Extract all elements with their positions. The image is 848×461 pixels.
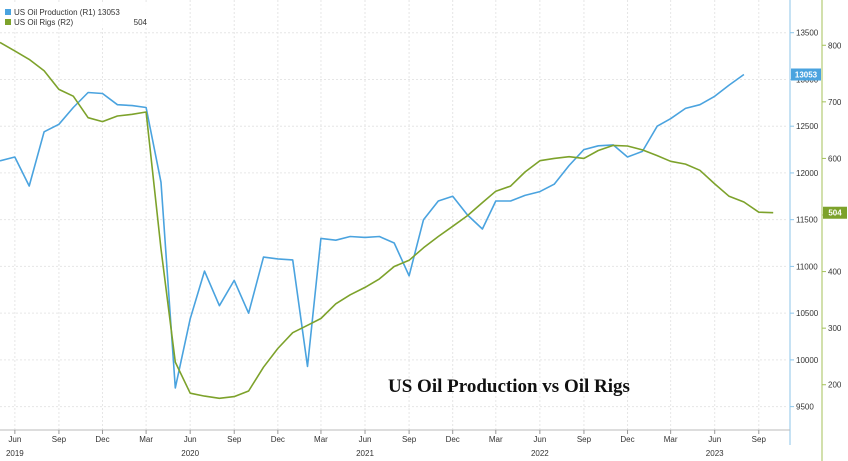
r1-tick-label-6: 12500 xyxy=(796,122,819,131)
x-axis-ticks: Jun Sep Dec Mar Jun Sep Dec Mar Jun Sep Dec Mar Jun S… xyxy=(6,430,766,458)
x-tick-label-7: Mar xyxy=(314,435,328,444)
last-value-badge-production xyxy=(791,68,821,81)
x-tick-label-6: Dec xyxy=(271,435,285,444)
plot-area-background xyxy=(0,0,788,430)
x-tick-label-9: Sep xyxy=(402,435,417,444)
legend: US Oil Production (R1) 13053 US Oil Rigs… xyxy=(2,4,150,28)
x-tick-label-17: Sep xyxy=(752,435,767,444)
series-line-rigs xyxy=(0,41,774,400)
x-year-label-1: 2020 xyxy=(181,449,199,458)
series-layer xyxy=(0,41,774,400)
x-tick-label-3: Mar xyxy=(139,435,153,444)
legend-swatch-production xyxy=(5,9,11,15)
x-tick-label-10: Dec xyxy=(446,435,460,444)
r1-tick-label-1: 10000 xyxy=(796,356,819,365)
x-year-label-3: 2022 xyxy=(531,449,549,458)
last-value-text-rigs: 504 xyxy=(828,209,842,218)
x-tick-label-1: Sep xyxy=(52,435,67,444)
r1-tick-label-3: 11000 xyxy=(796,262,818,271)
x-tick-label-12: Jun xyxy=(533,435,546,444)
chart-title: US Oil Production vs Oil Rigs xyxy=(388,376,630,397)
last-value-text-production: 13053 xyxy=(795,71,818,80)
series-line-production xyxy=(0,73,745,389)
r1-tick-label-0: 9500 xyxy=(796,403,814,412)
x-tick-label-4: Jun xyxy=(184,435,197,444)
r2-tick-label-0: 200 xyxy=(828,381,842,390)
x-tick-label-8: Jun xyxy=(359,435,372,444)
r1-tick-label-5: 12000 xyxy=(796,169,819,178)
last-value-badge-rigs xyxy=(823,206,847,219)
r2-tick-label-2: 400 xyxy=(828,268,842,277)
x-tick-label-16: Jun xyxy=(708,435,721,444)
legend-background xyxy=(2,4,150,28)
last-value-badges: 13053 504 xyxy=(791,68,847,219)
legend-value-rigs: 504 xyxy=(134,18,148,27)
x-year-label-4: 2023 xyxy=(706,449,724,458)
x-tick-label-13: Sep xyxy=(577,435,592,444)
legend-label-rigs: US Oil Rigs (R2) xyxy=(14,18,73,27)
x-year-label-0: 2019 xyxy=(6,449,24,458)
legend-label-production: US Oil Production (R1) 13053 xyxy=(14,8,120,17)
x-tick-label-2: Dec xyxy=(95,435,109,444)
r1-tick-label-2: 10500 xyxy=(796,309,819,318)
r1-tick-label-4: 11500 xyxy=(796,216,818,225)
x-tick-label-15: Mar xyxy=(664,435,678,444)
x-tick-label-14: Dec xyxy=(620,435,634,444)
r2-tick-label-4: 600 xyxy=(828,154,842,163)
r2-tick-label-1: 300 xyxy=(828,324,842,333)
r2-tick-label-5: 700 xyxy=(828,98,842,107)
x-tick-label-11: Mar xyxy=(489,435,503,444)
r2-tick-label-6: 800 xyxy=(828,41,842,50)
x-tick-label-0: Jun xyxy=(8,435,21,444)
r1-tick-label-8: 13500 xyxy=(796,29,819,38)
x-year-label-2: 2021 xyxy=(356,449,374,458)
r1-axis-ticks: 9500100001050011000115001200012500130001… xyxy=(790,29,819,412)
x-tick-label-5: Sep xyxy=(227,435,242,444)
legend-swatch-rigs xyxy=(5,19,11,25)
